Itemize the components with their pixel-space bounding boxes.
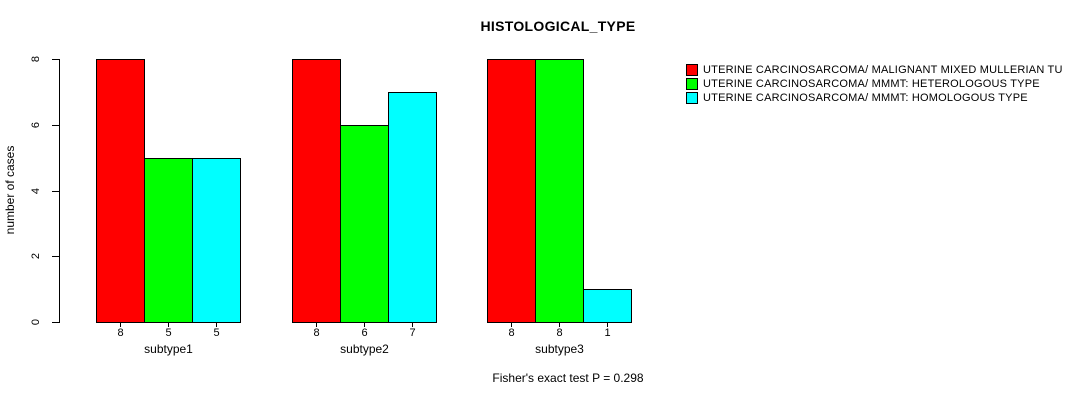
x-tick-mark	[607, 323, 608, 327]
x-tick-mark	[412, 323, 413, 327]
x-tick-mark	[316, 323, 317, 327]
y-tick-label: 8	[30, 55, 42, 63]
bar-value-label: 1	[604, 327, 611, 339]
legend-item: UTERINE CARCINOSARCOMA/ MALIGNANT MIXED …	[686, 63, 1063, 77]
legend-swatch-icon	[686, 92, 698, 104]
stat-annotation: Fisher's exact test P = 0.298	[492, 371, 644, 385]
bar-value-label: 8	[117, 327, 124, 339]
x-tick-mark	[168, 323, 169, 327]
bar-subtype3-series2	[535, 59, 584, 323]
bar-value-label: 8	[313, 327, 320, 339]
y-tick-mark	[52, 125, 59, 126]
legend-label: UTERINE CARCINOSARCOMA/ MMMT: HOMOLOGOUS…	[703, 92, 1028, 104]
legend-item: UTERINE CARCINOSARCOMA/ MMMT: HOMOLOGOUS…	[686, 91, 1063, 105]
x-tick-mark	[364, 323, 365, 327]
bar-value-label: 5	[165, 327, 172, 339]
category-label-subtype1: subtype1	[144, 342, 193, 356]
x-tick-mark	[559, 323, 560, 327]
x-tick-mark	[511, 323, 512, 327]
y-axis-line	[59, 59, 60, 323]
legend-swatch-icon	[686, 78, 698, 90]
y-tick-label: 4	[30, 187, 42, 195]
bar-subtype3-series1	[487, 59, 536, 323]
bar-value-label: 8	[556, 327, 563, 339]
legend: UTERINE CARCINOSARCOMA/ MALIGNANT MIXED …	[686, 63, 1063, 105]
y-tick-mark	[52, 322, 59, 323]
bar-subtype1-series2	[144, 158, 193, 323]
category-label-subtype3: subtype3	[535, 342, 584, 356]
y-tick-mark	[52, 191, 59, 192]
bar-subtype2-series2	[340, 125, 389, 323]
chart-title: HISTOLOGICAL_TYPE	[480, 18, 636, 34]
y-tick-label: 2	[30, 252, 42, 260]
bar-subtype1-series1	[96, 59, 145, 323]
y-tick-mark	[52, 59, 59, 60]
bar-value-label: 8	[508, 327, 515, 339]
category-label-subtype2: subtype2	[340, 342, 389, 356]
bar-subtype2-series1	[292, 59, 341, 323]
bar-subtype2-series3	[388, 92, 437, 323]
x-tick-mark	[216, 323, 217, 327]
legend-label: UTERINE CARCINOSARCOMA/ MALIGNANT MIXED …	[703, 64, 1063, 76]
legend-label: UTERINE CARCINOSARCOMA/ MMMT: HETEROLOGO…	[703, 78, 1040, 90]
bar-value-label: 6	[361, 327, 368, 339]
y-tick-label: 6	[30, 121, 42, 129]
legend-swatch-icon	[686, 64, 698, 76]
bar-subtype3-series3	[583, 289, 632, 323]
bar-value-label: 5	[213, 327, 220, 339]
y-tick-mark	[52, 256, 59, 257]
x-tick-mark	[120, 323, 121, 327]
bar-subtype1-series3	[192, 158, 241, 323]
y-axis-label: number of cases	[3, 145, 17, 235]
bar-value-label: 7	[409, 327, 416, 339]
y-tick-label: 0	[30, 318, 42, 326]
legend-item: UTERINE CARCINOSARCOMA/ MMMT: HETEROLOGO…	[686, 77, 1063, 91]
